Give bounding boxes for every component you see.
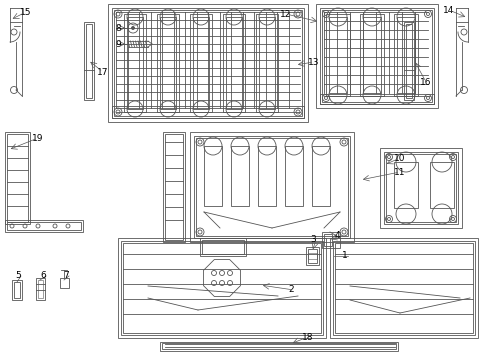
Bar — [394, 14, 418, 96]
Bar — [124, 14, 146, 112]
Text: 10: 10 — [394, 153, 406, 162]
Bar — [194, 136, 350, 238]
Bar — [12, 280, 22, 300]
Bar — [7, 134, 28, 222]
Text: 9: 9 — [115, 40, 121, 49]
Bar — [320, 94, 434, 104]
Bar — [312, 146, 330, 206]
Bar — [308, 253, 317, 259]
Bar — [157, 14, 179, 112]
Bar — [162, 343, 396, 349]
Bar — [223, 14, 245, 112]
Bar — [60, 278, 69, 288]
Bar — [163, 132, 185, 242]
Bar — [123, 243, 321, 333]
Bar — [118, 238, 326, 338]
Bar — [363, 17, 381, 93]
Bar — [231, 146, 249, 206]
Text: 1: 1 — [342, 252, 348, 261]
Bar — [397, 17, 415, 93]
Bar — [160, 342, 398, 351]
Bar — [386, 154, 456, 222]
Bar — [108, 4, 308, 122]
Bar — [394, 162, 418, 208]
Bar — [204, 146, 222, 206]
Bar — [320, 8, 434, 104]
Bar — [333, 241, 475, 335]
Bar — [259, 17, 275, 109]
Bar — [190, 14, 212, 112]
Bar — [193, 17, 209, 109]
Bar — [196, 138, 348, 236]
Bar — [36, 278, 45, 300]
Bar — [360, 14, 384, 96]
Text: 14: 14 — [443, 5, 454, 14]
Bar — [335, 243, 473, 333]
Text: 16: 16 — [420, 77, 432, 86]
Bar — [430, 162, 454, 208]
Text: 15: 15 — [20, 8, 31, 17]
Bar — [258, 146, 276, 206]
Bar — [190, 132, 354, 242]
Bar — [112, 8, 304, 118]
Bar — [324, 234, 332, 246]
Bar — [322, 232, 340, 248]
Bar — [329, 17, 347, 93]
Text: 4: 4 — [335, 231, 341, 240]
Bar — [38, 280, 43, 298]
Text: 5: 5 — [15, 271, 21, 280]
Bar — [316, 4, 438, 108]
Bar — [285, 146, 303, 206]
Bar — [380, 148, 462, 228]
Bar — [404, 22, 414, 100]
Text: 2: 2 — [288, 285, 294, 294]
Bar — [308, 249, 317, 263]
Bar — [127, 17, 143, 109]
Bar — [165, 134, 183, 240]
Bar — [384, 152, 458, 224]
Bar — [5, 132, 30, 224]
Text: 13: 13 — [308, 58, 319, 67]
Circle shape — [131, 27, 134, 30]
Bar — [322, 10, 432, 102]
Text: 18: 18 — [302, 333, 314, 342]
Bar — [202, 240, 244, 254]
Bar — [330, 238, 478, 338]
Bar — [112, 106, 304, 118]
Text: 6: 6 — [40, 271, 46, 280]
Text: 8: 8 — [115, 23, 121, 32]
Text: 12: 12 — [280, 9, 292, 18]
Text: 17: 17 — [97, 68, 108, 77]
Bar — [160, 17, 176, 109]
Bar — [114, 10, 302, 116]
Bar — [121, 241, 323, 335]
Bar — [84, 22, 94, 100]
Bar — [326, 14, 350, 96]
Bar — [306, 247, 319, 265]
Bar — [14, 282, 20, 298]
Text: 19: 19 — [32, 134, 44, 143]
Bar — [5, 220, 83, 232]
Bar — [256, 14, 278, 112]
Text: 3: 3 — [310, 235, 316, 244]
Bar — [200, 238, 246, 256]
Bar — [7, 222, 81, 230]
Bar — [226, 17, 242, 109]
Bar — [406, 24, 412, 98]
Text: 11: 11 — [394, 167, 406, 176]
Bar — [86, 24, 92, 98]
Text: 7: 7 — [63, 271, 69, 280]
